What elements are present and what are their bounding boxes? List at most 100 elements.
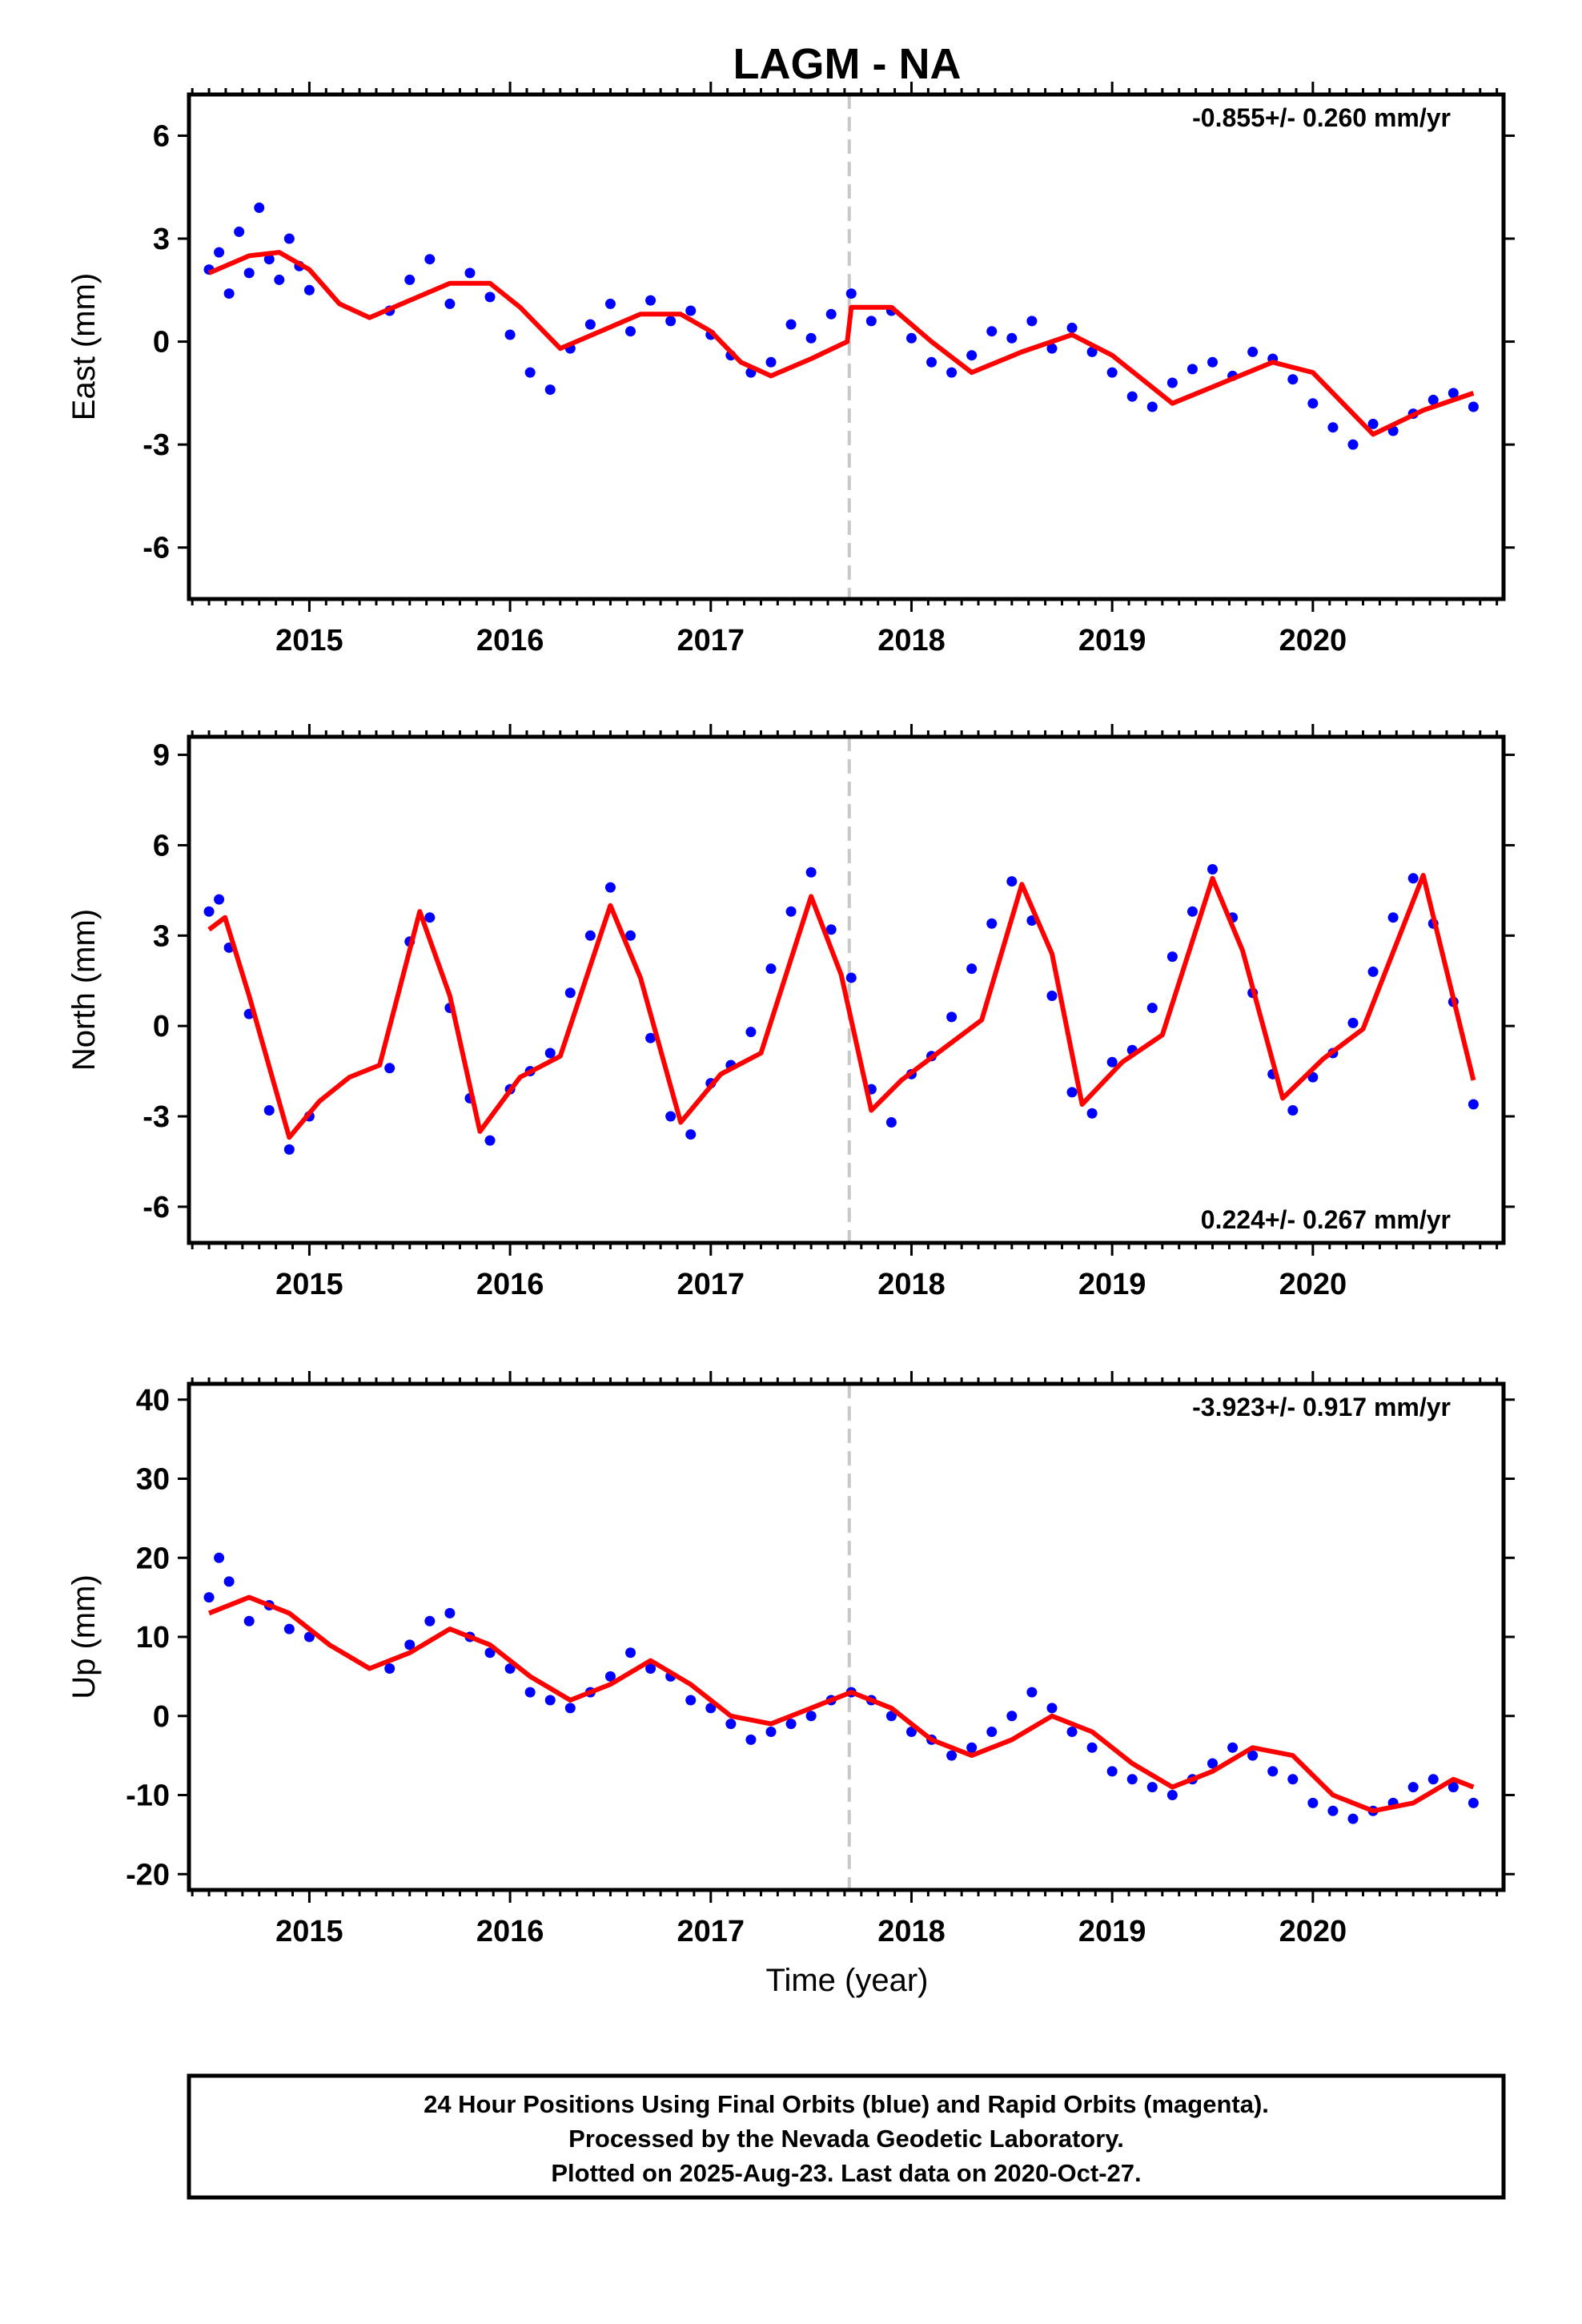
data-point <box>1247 346 1259 357</box>
data-point <box>966 1742 978 1753</box>
y-tick-label: 9 <box>153 739 170 773</box>
data-point <box>805 866 817 878</box>
data-point <box>464 267 476 279</box>
data-point <box>825 924 837 935</box>
data-point <box>1267 1766 1279 1777</box>
data-point <box>203 906 215 917</box>
data-point <box>564 1703 576 1714</box>
data-point <box>604 1671 616 1682</box>
velocity-annotation: 0.224+/- 0.267 mm/yr <box>1201 1205 1451 1234</box>
data-point <box>1186 364 1198 375</box>
data-point <box>1207 864 1219 875</box>
data-point <box>1066 1087 1078 1098</box>
data-point <box>986 1727 998 1737</box>
panel-frame <box>187 92 1506 601</box>
data-point <box>845 288 857 300</box>
y-tick-label: -20 <box>126 1858 170 1892</box>
data-point <box>1347 1813 1359 1824</box>
x-tick-label: 2020 <box>1279 624 1347 657</box>
data-point <box>1287 374 1299 385</box>
data-point <box>625 930 636 941</box>
y-tick-label: 6 <box>153 119 170 153</box>
data-point <box>214 894 225 905</box>
data-point <box>1468 401 1479 412</box>
data-point <box>765 1727 777 1737</box>
data-point <box>1086 1742 1098 1753</box>
footer-line-1: 24 Hour Positions Using Final Orbits (bl… <box>424 2090 1269 2118</box>
data-point <box>283 1623 295 1634</box>
data-point <box>1327 422 1339 433</box>
data-point <box>966 350 978 361</box>
data-point <box>584 319 596 330</box>
x-tick-label: 2019 <box>1078 1268 1146 1301</box>
chart-title: LAGM - NA <box>733 40 962 88</box>
data-point <box>1468 1797 1479 1808</box>
data-point <box>1207 1758 1219 1769</box>
panel-east: -6 -3 0 3 6 2015 2016 2017 2018 2019 2020 East (mm)… <box>66 82 1515 657</box>
data-point <box>1427 394 1439 405</box>
x-tick-label: 2015 <box>275 624 343 657</box>
data-point <box>1046 343 1058 354</box>
data-point <box>1126 1774 1138 1785</box>
data-point <box>404 274 416 285</box>
panel-up: -20 -10 0 10 20 30 40 2015 2016 2017 2018 2019 2020 U… <box>66 1371 1515 1948</box>
y-tick-label: 0 <box>153 1700 170 1734</box>
data-point <box>1166 1790 1178 1800</box>
data-point <box>1166 951 1178 963</box>
data-point <box>384 1063 396 1074</box>
y-axis-label: Up (mm) <box>66 1574 102 1699</box>
data-point <box>1106 1766 1118 1777</box>
x-axis-label: Time (year) <box>766 1963 929 1998</box>
data-point <box>263 1104 275 1116</box>
data-point <box>504 329 516 340</box>
data-point <box>1347 1017 1359 1028</box>
y-tick-label: 0 <box>153 326 170 360</box>
data-point <box>424 912 436 923</box>
data-point <box>484 1135 496 1146</box>
data-point <box>665 1111 677 1122</box>
data-point <box>234 226 245 237</box>
data-point <box>825 308 837 320</box>
data-point <box>1006 876 1018 887</box>
x-tick-label: 2016 <box>476 1915 544 1948</box>
data-point <box>1026 1687 1038 1698</box>
data-point <box>524 1687 536 1698</box>
x-tick-label: 2017 <box>677 1915 745 1948</box>
x-tick-label: 2017 <box>677 1268 745 1301</box>
fit-line <box>207 1594 1475 1814</box>
data-point <box>1367 418 1379 429</box>
data-point <box>625 1647 636 1659</box>
data-point <box>785 906 797 917</box>
y-tick-label: 3 <box>153 223 170 256</box>
data-point <box>1307 1797 1319 1808</box>
y-tick-label: 30 <box>136 1463 170 1497</box>
data-point <box>1006 332 1018 344</box>
data-point <box>1026 316 1038 327</box>
data-point <box>765 356 777 368</box>
data-point <box>424 1615 436 1626</box>
data-point <box>745 1734 757 1745</box>
data-point <box>926 356 938 368</box>
data-point <box>745 1027 757 1038</box>
position-points <box>203 864 1479 1155</box>
data-point <box>544 384 556 396</box>
data-point <box>946 1011 958 1023</box>
x-tick-label: 2020 <box>1279 1915 1347 1948</box>
data-point <box>1247 1750 1259 1761</box>
y-tick-label: -3 <box>143 1100 170 1134</box>
data-point <box>685 305 697 316</box>
y-tick-label: 10 <box>136 1621 170 1655</box>
x-tick-label: 2017 <box>677 624 745 657</box>
data-point <box>584 930 596 941</box>
data-point <box>725 1719 737 1730</box>
data-point <box>544 1695 556 1706</box>
data-point <box>1287 1104 1299 1116</box>
data-point <box>1287 1774 1299 1785</box>
data-point <box>1086 1108 1098 1119</box>
y-tick-label: -6 <box>143 1191 170 1224</box>
data-point <box>283 233 295 244</box>
y-tick-label: 3 <box>153 919 170 953</box>
y-axis-label: East (mm) <box>66 273 102 420</box>
data-point <box>444 298 456 309</box>
